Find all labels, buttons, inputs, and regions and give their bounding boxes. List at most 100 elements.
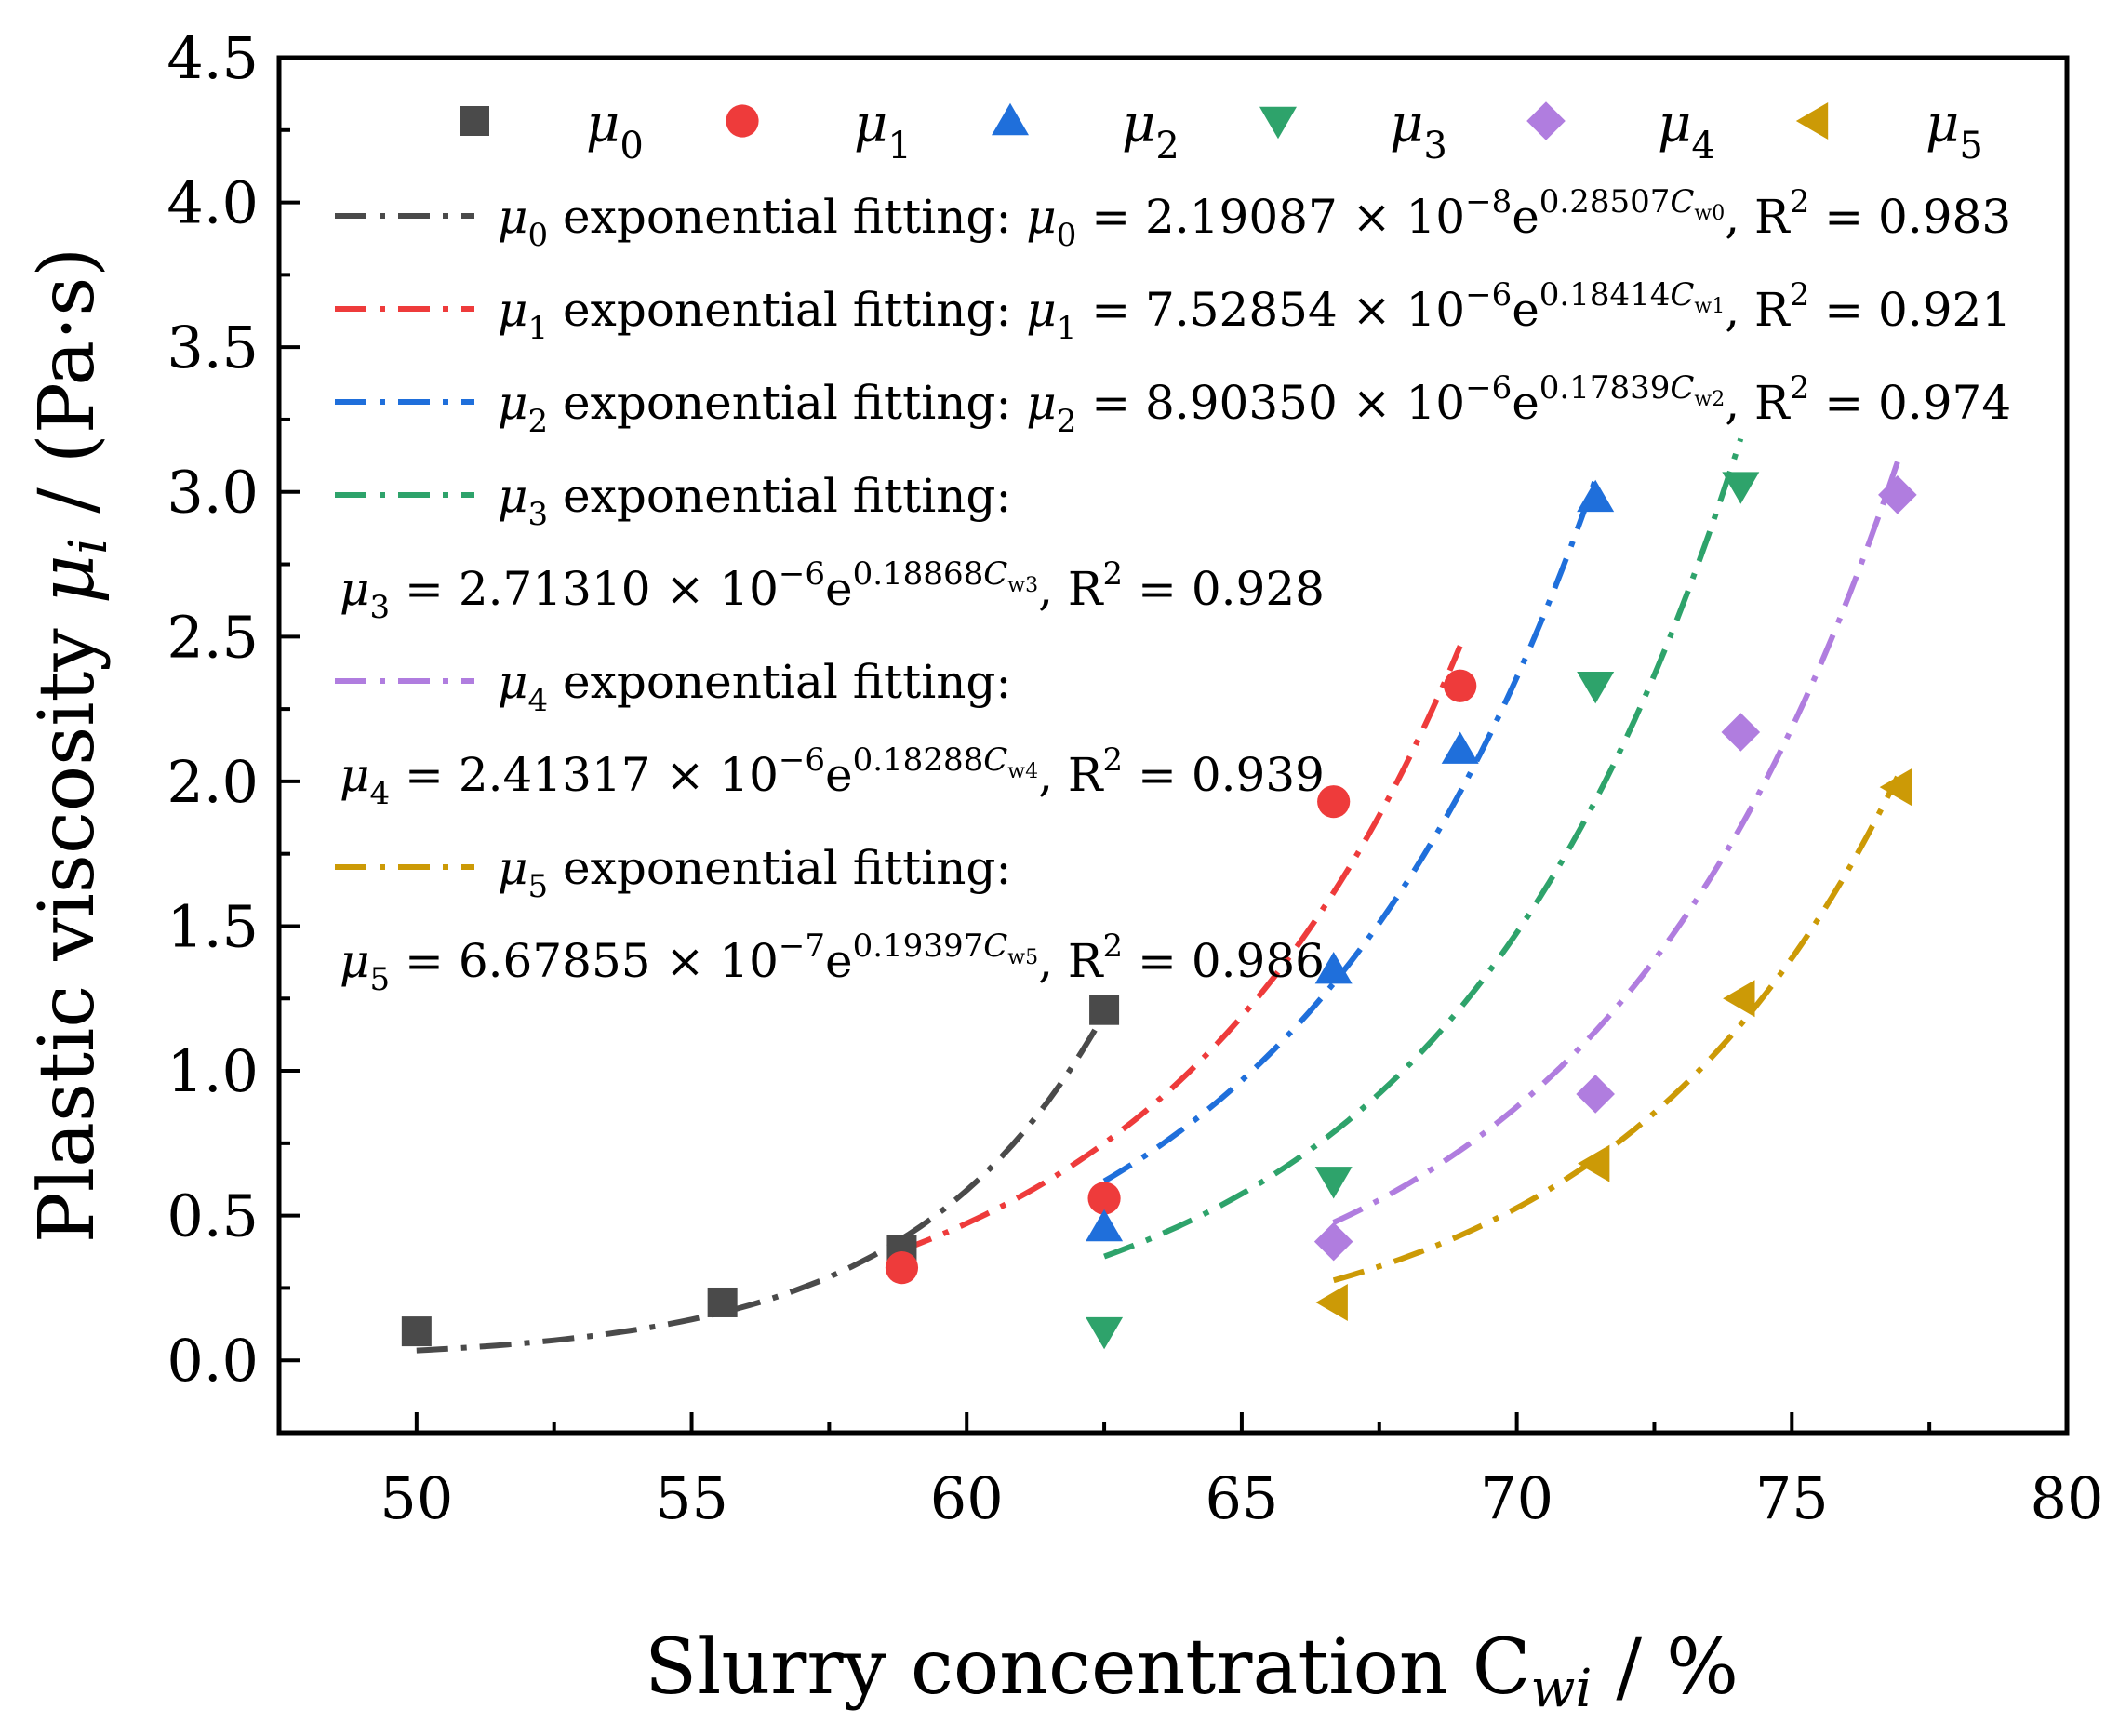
eq-r-sq: 2 xyxy=(1790,183,1810,220)
y-tick-label: 0.0 xyxy=(167,1327,259,1395)
data-point-1 xyxy=(1087,1182,1121,1215)
eq-exp: −6 xyxy=(1465,276,1512,314)
eq-mu-sub: 3 xyxy=(370,589,391,626)
lead-mu: μ xyxy=(498,655,528,709)
data-point-5 xyxy=(1879,768,1912,807)
eq-b: 0.18288 xyxy=(853,741,984,779)
lead-mu-sub: 2 xyxy=(528,403,549,440)
eq-e: e xyxy=(1512,190,1539,244)
eq-mu-sub: 4 xyxy=(370,775,391,812)
y-axis-title: Plastic viscosity μi / (Pa·s) xyxy=(23,247,119,1244)
eq-c: C xyxy=(1670,369,1694,407)
legend-label-base: μ xyxy=(854,94,887,154)
data-point-2 xyxy=(1314,951,1353,984)
eq-coef: = 2.19087 × 10 xyxy=(1076,190,1465,244)
data-point-5 xyxy=(1315,1283,1348,1321)
eq-mu: μ xyxy=(1026,376,1057,430)
fit-curve-4 xyxy=(1332,461,1900,1225)
eq-csub: w4 xyxy=(1007,760,1038,783)
eq-r-sq: 2 xyxy=(1790,369,1810,407)
lead-mu-sub: 0 xyxy=(528,217,549,254)
x-tick-label: 80 xyxy=(2031,1464,2104,1532)
eq-r: , R xyxy=(1038,748,1104,802)
eq-r2-val: = 0.921 xyxy=(1809,283,2011,337)
markers-layer xyxy=(401,472,1917,1350)
data-point-5 xyxy=(1577,1144,1610,1182)
legend-fit-entry-1: μ1 exponential fitting: μ1 = 7.52854 × 1… xyxy=(498,276,2011,347)
eq-e: e xyxy=(825,748,853,802)
eq-b: 0.19397 xyxy=(853,928,984,965)
eq-c: C xyxy=(983,741,1007,779)
data-point-1 xyxy=(885,1251,919,1285)
eq-r-sq: 2 xyxy=(1790,276,1810,314)
lead-mu: μ xyxy=(498,841,528,895)
eq-b: 0.18868 xyxy=(853,555,984,593)
legend-label-base: μ xyxy=(1658,94,1691,154)
legend-marker-5 xyxy=(1795,102,1829,140)
fit-curve-5 xyxy=(1332,775,1900,1284)
lead-mu: μ xyxy=(498,469,528,523)
eq-csub: w0 xyxy=(1694,202,1725,225)
eq-exp: −7 xyxy=(779,928,825,965)
data-point-4 xyxy=(1313,1222,1353,1262)
eq-exp: −6 xyxy=(779,741,825,779)
eq-c: C xyxy=(1670,276,1694,314)
eq-r-sq: 2 xyxy=(1103,555,1124,593)
eq-coef: = 2.71310 × 10 xyxy=(390,562,779,616)
x-tick-label: 65 xyxy=(1205,1464,1278,1532)
y-axis-title-group: Plastic viscosity μi / (Pa·s) xyxy=(23,247,119,1244)
eq-e: e xyxy=(825,934,853,988)
legend-fit-entry-0: μ0 exponential fitting: μ0 = 2.19087 × 1… xyxy=(498,183,2011,254)
legend-label-base: μ xyxy=(1390,94,1423,154)
y-axis-title-text: Plastic viscosity xyxy=(23,604,112,1243)
eq-r2-val: = 0.983 xyxy=(1809,190,2011,244)
eq-b: 0.18414 xyxy=(1539,276,1671,314)
data-point-3 xyxy=(1314,1167,1353,1199)
x-tick-label: 60 xyxy=(930,1464,1004,1532)
legend-label-3: μ3 xyxy=(1390,94,1447,167)
eq-mu: μ xyxy=(1026,283,1057,337)
eq-mu: μ xyxy=(340,934,370,988)
data-point-1 xyxy=(1444,669,1477,702)
data-point-1 xyxy=(1317,785,1351,819)
eq-csub: w1 xyxy=(1694,295,1725,318)
eq-mu: μ xyxy=(340,562,370,616)
data-point-4 xyxy=(1878,475,1917,514)
legend-label-sub: 0 xyxy=(620,125,643,167)
eq-r2-val: = 0.939 xyxy=(1123,748,1325,802)
legend-label-sub: 5 xyxy=(1959,125,1982,167)
legend-marker-4 xyxy=(1526,101,1566,140)
data-point-2 xyxy=(1441,731,1479,764)
y-axis-title-var: μ xyxy=(23,554,112,604)
legend-fit-equation-3: μ3 = 2.71310 × 10−6e0.18868Cw3, R2 = 0.9… xyxy=(340,555,1325,626)
data-point-0 xyxy=(1089,995,1120,1025)
eq-r: , R xyxy=(1725,376,1791,430)
lead-mu-sub: 1 xyxy=(528,310,549,347)
data-point-3 xyxy=(1577,672,1615,704)
eq-e: e xyxy=(825,562,853,616)
eq-b: 0.28507 xyxy=(1539,183,1671,220)
lead-mu: μ xyxy=(498,283,528,337)
eq-e: e xyxy=(1512,376,1539,430)
x-tick-label: 50 xyxy=(380,1464,453,1532)
legend-marker-0 xyxy=(460,106,489,136)
eq-coef: = 7.52854 × 10 xyxy=(1076,283,1465,337)
legend-label-0: μ0 xyxy=(586,94,644,167)
legend-label-2: μ2 xyxy=(1122,94,1179,167)
eq-r: , R xyxy=(1038,934,1104,988)
legend-label-base: μ xyxy=(1926,94,1959,154)
eq-mu-sub: 0 xyxy=(1057,217,1077,254)
eq-mu-sub: 5 xyxy=(370,961,391,998)
eq-csub: w2 xyxy=(1694,388,1725,411)
eq-exp: −8 xyxy=(1465,183,1512,220)
eq-c: C xyxy=(1670,183,1694,220)
eq-r-sq: 2 xyxy=(1103,928,1124,965)
lead-mu-sub: 4 xyxy=(528,682,549,719)
x-axis-title-unit: / % xyxy=(1592,1623,1739,1712)
lead-mu-sub: 5 xyxy=(528,868,549,905)
eq-csub: w3 xyxy=(1007,574,1038,597)
lead-text: exponential fitting: xyxy=(548,469,1011,523)
data-point-3 xyxy=(1722,472,1760,504)
x-axis-title: Slurry concentration Cwi / % xyxy=(645,1623,1739,1719)
data-point-4 xyxy=(1576,1075,1615,1114)
